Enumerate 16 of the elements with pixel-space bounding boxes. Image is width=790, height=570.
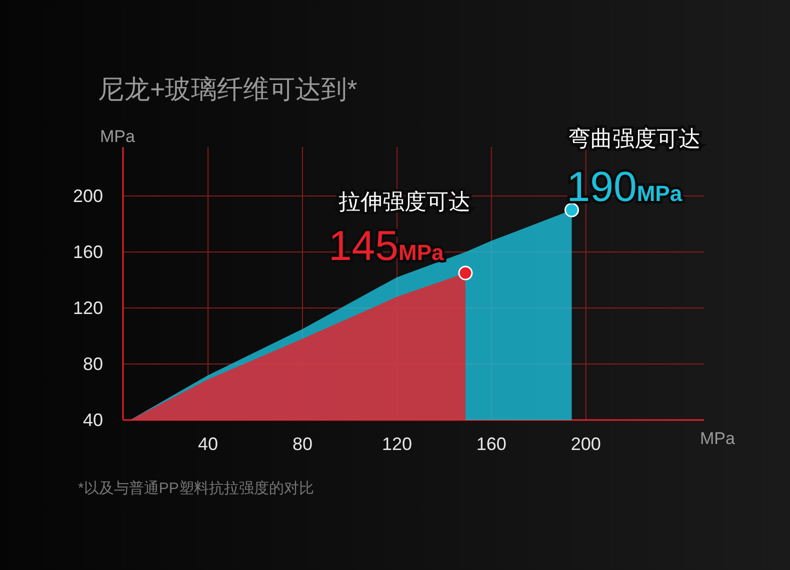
y-tick-label: 40 [82,410,103,430]
y-tick-label: 200 [72,186,103,206]
annotation: 拉伸强度可达 [338,189,470,214]
x-axis-title: MPa [700,429,736,448]
annotation: 弯曲强度可达 [568,126,701,151]
y-tick-label: 160 [72,242,103,262]
text: *以及与普通PP塑料抗拉强度的对比 [78,480,314,497]
x-tick-label: 160 [476,434,506,454]
y-tick-label: 80 [82,354,103,374]
x-tick-label: 40 [198,434,218,454]
x-tick-label: 80 [292,434,313,454]
x-tick-label: 120 [382,434,412,454]
chart-title: 尼龙+玻璃纤维可达到* [98,74,358,104]
y-tick-label: 120 [72,298,103,318]
y-axis-title: MPa [100,127,136,146]
x-tick-label: 200 [570,434,601,454]
